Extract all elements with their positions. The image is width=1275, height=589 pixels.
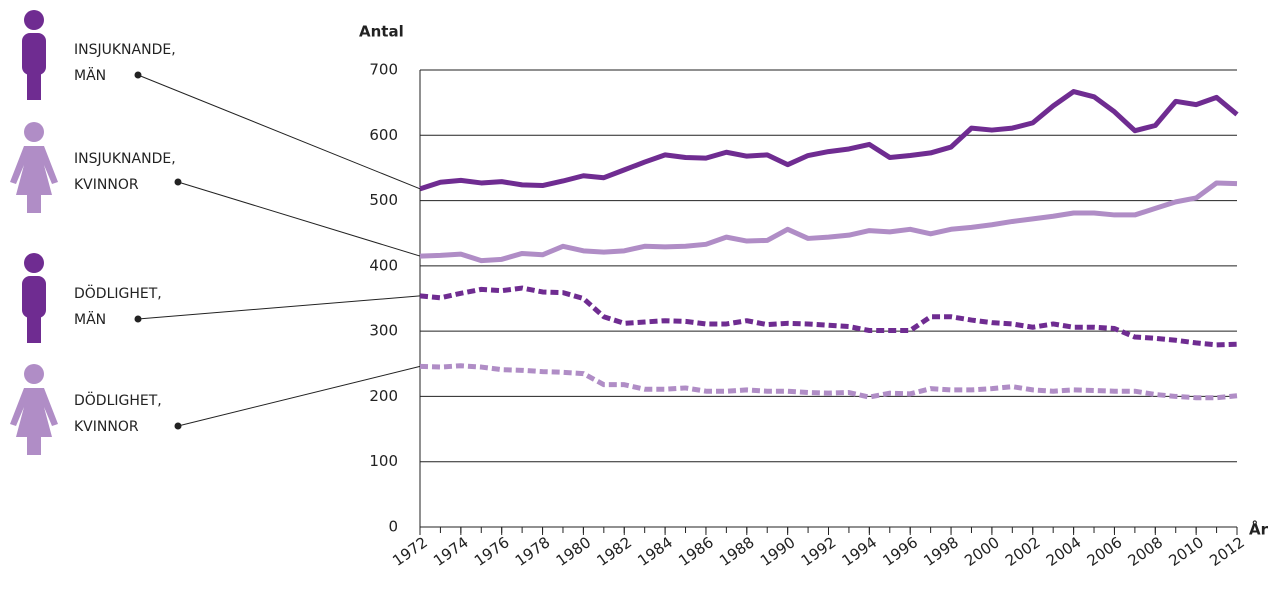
x-tick-label: 2012 [1206,533,1248,570]
leader-dot [134,71,142,79]
x-tick-label: 1974 [430,533,472,570]
leader-line [137,295,421,320]
x-tick-label: 1984 [634,533,676,570]
series-line [419,180,1238,264]
x-tick-label: 2000 [961,533,1003,570]
series-line [419,89,1239,192]
x-tick-label: 1978 [512,533,554,570]
legend-label: MÄN [74,66,106,84]
leader-line [137,74,421,190]
x-tick-label: 1992 [798,533,840,570]
x-axis-label: År [1249,520,1269,539]
x-tick-label: 1986 [675,533,717,570]
x-tick-label: 2008 [1125,533,1167,570]
x-tick-label: 1980 [553,533,595,570]
x-tick-label: 2010 [1165,533,1207,570]
legend-label: MÄN [74,310,106,328]
icon-man [22,10,46,100]
y-tick-label: 100 [369,452,398,470]
leader-dot [174,422,182,430]
leader-dot [174,178,182,186]
legend-label: DÖDLIGHET, [74,391,162,409]
legend-label: KVINNOR [74,419,139,435]
x-tick-label: 1994 [839,533,881,570]
leader-line [177,181,421,257]
leader-dot [134,315,142,323]
series-line [419,285,1238,348]
y-tick-label: 400 [369,256,398,274]
legend-label: INSJUKNANDE, [74,151,176,167]
y-tick-label: 0 [388,518,398,536]
x-tick-label: 1996 [879,533,921,570]
x-tick-label: 2002 [1002,533,1044,570]
y-axis-label: Antal [359,23,404,41]
x-tick-label: 2004 [1043,533,1085,570]
legend-label: INSJUKNANDE, [74,42,176,58]
x-tick-label: 1998 [920,533,962,570]
y-tick-label: 700 [369,61,398,79]
x-tick-label: 1988 [716,533,758,570]
legend-label: DÖDLIGHET, [74,284,162,302]
icon-woman [10,122,58,213]
y-tick-label: 200 [369,387,398,405]
series-line [419,363,1238,401]
x-tick-label: 1976 [471,533,513,570]
x-tick-label: 2006 [1084,533,1126,570]
y-tick-label: 600 [369,126,398,144]
x-tick-label: 1990 [757,533,799,570]
legend-label: KVINNOR [74,177,139,193]
icon-woman [10,364,58,455]
x-tick-label: 1972 [389,533,431,570]
icon-man [22,253,46,343]
y-tick-label: 300 [369,322,398,340]
y-tick-label: 500 [369,191,398,209]
x-tick-label: 1982 [594,533,636,570]
leader-line [177,365,421,427]
